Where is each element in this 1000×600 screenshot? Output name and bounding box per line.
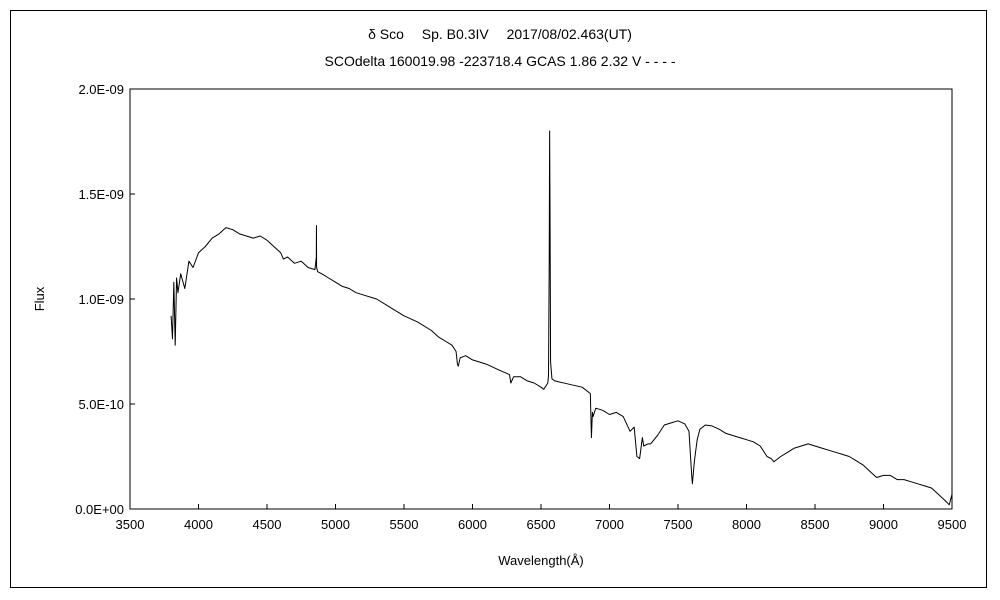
y-tick-label: 1.0E-09 — [78, 292, 124, 307]
x-tick-label: 6000 — [458, 517, 487, 532]
x-tick-label: 7000 — [595, 517, 624, 532]
x-tick-label: 5000 — [321, 517, 350, 532]
plot-area — [129, 88, 953, 510]
x-tick-label: 8000 — [732, 517, 761, 532]
x-tick-label: 7500 — [664, 517, 693, 532]
series-line — [170, 130, 953, 506]
x-tick-label: 4000 — [184, 517, 213, 532]
x-axis-title: Wavelength(Å) — [498, 553, 584, 568]
x-tick-label: 8500 — [801, 517, 830, 532]
series-group — [170, 130, 953, 506]
x-tick-label: 6500 — [527, 517, 556, 532]
y-tick-label: 1.5E-09 — [78, 187, 124, 202]
x-tick-label: 5500 — [390, 517, 419, 532]
chart-frame — [10, 10, 987, 588]
y-tick-label: 0.0E+00 — [75, 502, 124, 517]
y-axis: 0.0E+00 5.0E-10 1.0E-09 1.5E-09 2.0E-09 — [75, 82, 135, 517]
x-tick-label: 9500 — [938, 517, 967, 532]
chart-title: δ Sco Sp. B0.3IV 2017/08/02.463(UT) — [368, 26, 632, 42]
x-axis: 3500 4000 4500 5000 5500 6000 6500 7000 7500 8000… — [116, 504, 967, 532]
x-tick-label: 3500 — [116, 517, 145, 532]
x-tick-label: 9000 — [869, 517, 898, 532]
chart-subtitle: SCOdelta 160019.98 -223718.4 GCAS 1.86 2… — [324, 53, 676, 69]
y-tick-label: 2.0E-09 — [78, 82, 124, 97]
y-axis-title: Flux — [32, 286, 47, 311]
y-tick-label: 5.0E-10 — [78, 397, 124, 412]
x-tick-label: 4500 — [253, 517, 282, 532]
